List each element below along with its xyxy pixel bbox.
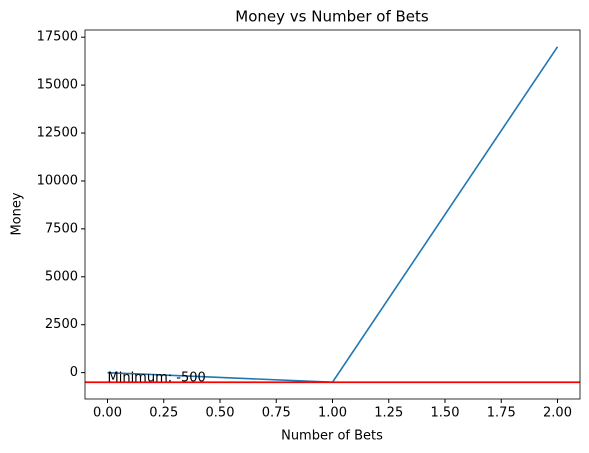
y-tick-label: 2500 — [45, 317, 78, 332]
x-axis-label: Number of Bets — [281, 429, 383, 444]
x-tick-label: 1.75 — [487, 406, 516, 421]
x-tick-label: 1.50 — [431, 406, 460, 421]
data-line — [107, 46, 559, 384]
y-tick-label: 5000 — [45, 269, 78, 284]
x-tick-label: 0.75 — [262, 406, 291, 421]
y-tick-label: 7500 — [45, 221, 78, 236]
x-tick-label: 1.00 — [318, 406, 347, 421]
y-tick-label: 10000 — [37, 173, 78, 188]
y-tick-label: 17500 — [37, 30, 78, 45]
y-tick-label: 0 — [70, 365, 78, 380]
y-tick-label: 12500 — [37, 126, 78, 141]
x-tick-label: 2.00 — [543, 406, 572, 421]
y-tick-label: 15000 — [37, 78, 78, 93]
annotation: Minimum: -500 — [108, 371, 206, 386]
chart-title: Money vs Number of Bets — [235, 8, 429, 26]
x-tick-label: 0.00 — [93, 406, 122, 421]
y-axis-label: Money — [10, 192, 25, 235]
x-tick-label: 0.50 — [206, 406, 235, 421]
x-tick-label: 0.25 — [149, 406, 178, 421]
x-tick-label: 1.25 — [374, 406, 403, 421]
plot-frame — [84, 29, 581, 400]
